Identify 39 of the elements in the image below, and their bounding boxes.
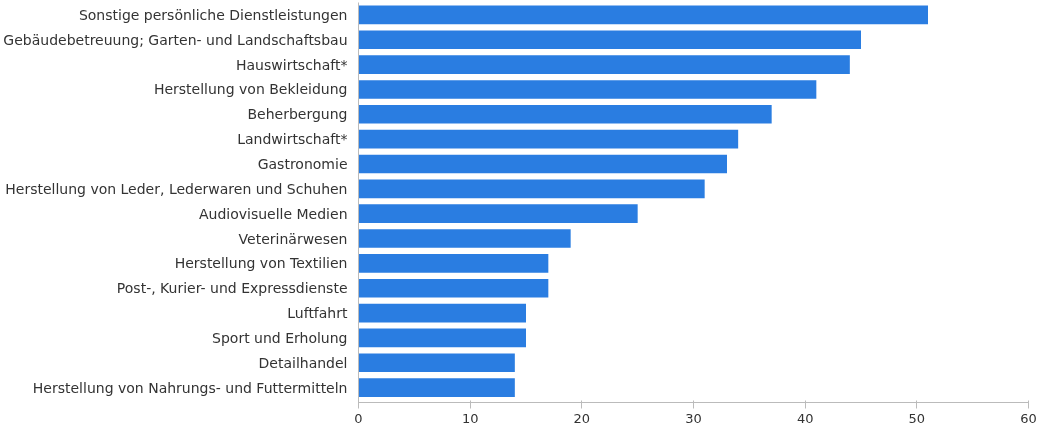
y-tick-label: Veterinärwesen <box>238 230 348 247</box>
y-tick-label: Beherbergung <box>247 106 348 123</box>
bar <box>358 353 515 373</box>
x-tick-label: 0 <box>354 410 363 426</box>
y-tick-label: Sport und Erholung <box>212 329 348 346</box>
bar <box>358 30 861 50</box>
x-tick-label: 60 <box>1020 410 1037 426</box>
y-tick-label: Post-, Kurier- und Expressdienste <box>116 280 348 297</box>
x-tick-label: 40 <box>796 410 814 426</box>
x-tick-label: 10 <box>461 410 479 426</box>
y-tick-label: Gebäudebetreuung; Garten- und Landschaftsbau <box>3 31 348 48</box>
bar <box>358 179 705 199</box>
y-tick-label: Herstellung von Textilien <box>174 255 348 272</box>
bar <box>358 204 638 223</box>
y-tick-label: Landwirtschaft* <box>237 131 348 148</box>
bar <box>358 303 526 323</box>
x-tick-label: 50 <box>908 410 926 426</box>
bar <box>358 5 928 25</box>
x-tick-label: 30 <box>685 410 702 426</box>
bar <box>358 104 772 124</box>
bar <box>358 154 727 174</box>
bar <box>358 378 515 397</box>
y-tick-label: Herstellung von Leder, Lederwaren und Schuhen <box>5 180 348 197</box>
bar <box>358 229 571 248</box>
y-tick-label: Luftfahrt <box>287 305 349 322</box>
bar <box>358 129 739 149</box>
y-tick-label: Sonstige persönliche Dienstleistungen <box>78 6 348 23</box>
y-tick-label: Hauswirtschaft* <box>236 56 348 73</box>
y-tick-label: Herstellung von Nahrungs- und Futtermitteln <box>32 379 348 396</box>
bar <box>358 254 549 273</box>
bar <box>358 278 549 298</box>
y-tick-label: Audiovisuelle Medien <box>198 205 348 222</box>
bar <box>358 328 526 348</box>
y-tick-label: Detailhandel <box>258 354 348 371</box>
bar <box>358 55 850 74</box>
x-tick-label: 20 <box>573 410 591 426</box>
bar <box>358 80 817 99</box>
y-tick-label: Herstellung von Bekleidung <box>153 81 348 98</box>
y-tick-label: Gastronomie <box>257 155 348 172</box>
